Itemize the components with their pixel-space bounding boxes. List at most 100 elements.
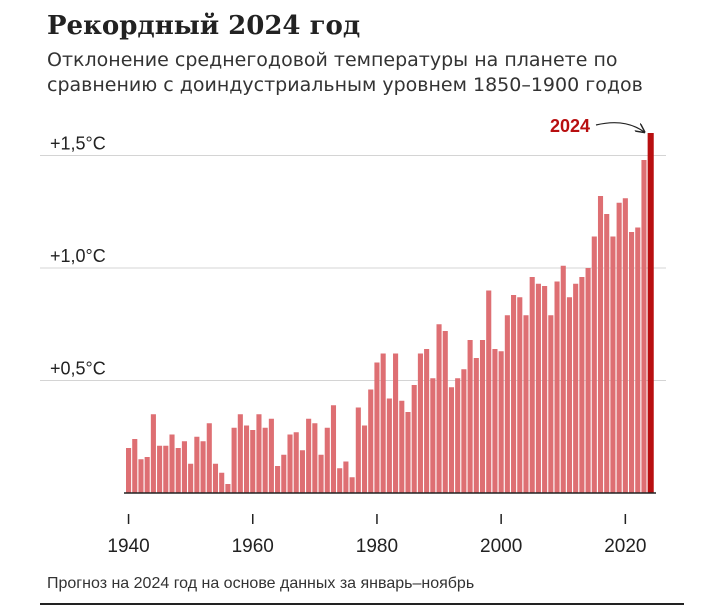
bar-1952 <box>200 441 206 493</box>
bar-1999 <box>492 349 498 493</box>
bar-1981 <box>380 353 386 493</box>
bar-1951 <box>194 436 200 493</box>
bar-1982 <box>386 398 392 493</box>
bar-1949 <box>181 441 187 493</box>
bar-1950 <box>188 463 194 493</box>
bar-2019 <box>616 202 622 493</box>
bottom-rule <box>40 603 684 605</box>
bar-highlight-2024 <box>647 133 654 493</box>
bar-1960 <box>250 430 256 493</box>
bar-1955 <box>219 472 225 493</box>
y-tick-label: +1,5°C <box>50 134 106 154</box>
bar-2011 <box>566 297 573 493</box>
bar-1943 <box>144 457 150 493</box>
bar-2010 <box>560 265 566 493</box>
bar-1986 <box>411 385 417 493</box>
bar-1959 <box>243 425 250 493</box>
bar-1961 <box>256 414 262 493</box>
bar-1969 <box>306 418 312 493</box>
annotation-arrow <box>595 122 644 132</box>
bar-chart: +0,5°C +1,0°C +1,5°C 1940 1960 1980 2000 2020 2… <box>40 116 666 557</box>
bar-2017 <box>604 214 610 493</box>
bar-2007 <box>542 286 548 493</box>
bar-1953 <box>206 423 212 493</box>
bar-2008 <box>548 315 554 493</box>
bar-1985 <box>405 412 411 493</box>
bar-1995 <box>467 340 473 493</box>
bar-2003 <box>517 297 523 493</box>
bar-2002 <box>511 295 517 493</box>
bar-1990 <box>436 324 442 493</box>
bar-2006 <box>535 283 541 493</box>
bar-1979 <box>368 389 374 493</box>
bar-2000 <box>498 351 504 493</box>
bar-1991 <box>442 331 448 493</box>
bar-1958 <box>237 414 243 493</box>
bar-1996 <box>473 358 479 493</box>
bar-1971 <box>318 454 324 493</box>
bar-1972 <box>324 427 330 493</box>
bar-2005 <box>529 277 535 493</box>
bar-2023 <box>641 160 647 493</box>
bar-1988 <box>424 349 430 493</box>
bar-2018 <box>610 236 616 493</box>
x-tick-label: 1980 <box>356 536 398 557</box>
x-tick-label: 2000 <box>480 536 522 557</box>
bar-1954 <box>212 463 219 493</box>
bar-2022 <box>635 227 641 493</box>
bar-1966 <box>287 434 293 493</box>
bar-1968 <box>299 450 305 493</box>
bar-1967 <box>293 432 299 493</box>
bar-1980 <box>374 362 380 493</box>
annotation-label: 2024 <box>550 116 590 136</box>
bar-1970 <box>312 423 318 493</box>
x-tick-label: 1940 <box>107 536 149 557</box>
bar-1942 <box>138 459 144 493</box>
bar-1957 <box>231 427 237 493</box>
bar-2001 <box>504 315 510 493</box>
bar-2009 <box>554 281 560 493</box>
bar-1956 <box>225 484 231 493</box>
bar-1977 <box>355 407 361 493</box>
grid-lines <box>40 155 666 381</box>
bar-1963 <box>268 418 274 493</box>
bar-1997 <box>479 340 486 493</box>
x-tick-label: 1960 <box>232 536 274 557</box>
bar-1944 <box>150 414 156 493</box>
bar-2021 <box>629 232 635 493</box>
bar-2012 <box>573 283 579 493</box>
bar-1987 <box>417 353 423 493</box>
annotation: 2024 <box>550 116 644 136</box>
bar-2013 <box>579 277 585 493</box>
bar-2016 <box>597 196 604 493</box>
bar-1948 <box>175 448 181 493</box>
bar-2014 <box>585 268 591 493</box>
bar-1984 <box>399 400 405 493</box>
bar-1998 <box>486 290 492 493</box>
chart-title: Рекордный 2024 год <box>47 11 361 41</box>
bar-1946 <box>163 445 169 493</box>
y-tick-label: +1,0°C <box>50 246 106 266</box>
bar-1941 <box>132 439 138 493</box>
bar-2015 <box>591 236 597 493</box>
chart-subtitle: Отклонение среднегодовой температуры на … <box>47 49 643 96</box>
x-tick-label: 2020 <box>604 536 646 557</box>
bar-1993 <box>455 378 461 493</box>
bar-1965 <box>281 454 287 493</box>
bar-1992 <box>448 387 455 493</box>
bar-1975 <box>343 461 349 493</box>
bar-1973 <box>330 405 337 493</box>
axes: +0,5°C +1,0°C +1,5°C 1940 1960 1980 2000 2020 <box>50 134 656 557</box>
footnote: Прогноз на 2024 год на основе данных за … <box>47 575 475 592</box>
bar-1989 <box>430 378 436 493</box>
y-tick-label: +0,5°C <box>50 359 106 379</box>
bar-1976 <box>349 477 355 493</box>
bars <box>126 133 654 493</box>
bar-1974 <box>337 468 343 493</box>
bar-1983 <box>393 353 399 493</box>
bar-1947 <box>169 434 175 493</box>
bar-1962 <box>262 427 268 493</box>
bar-2020 <box>622 198 628 493</box>
bar-1964 <box>275 466 281 493</box>
bar-1994 <box>461 369 467 493</box>
